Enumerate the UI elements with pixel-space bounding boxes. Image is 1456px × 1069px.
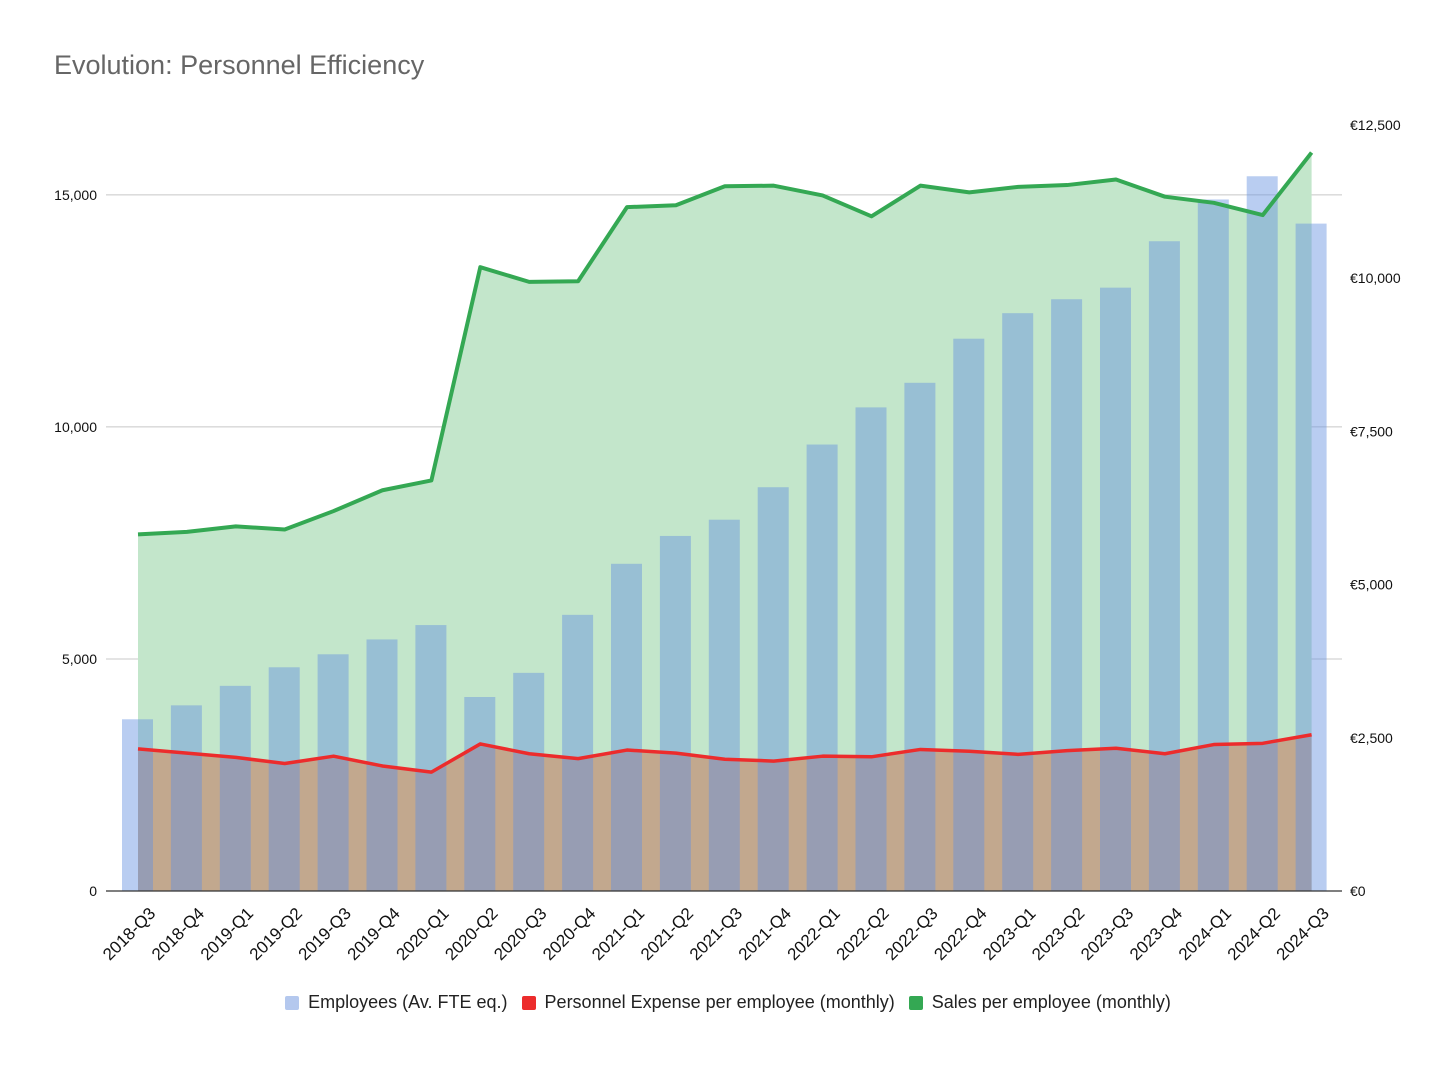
legend-label-expense: Personnel Expense per employee (monthly) xyxy=(544,992,895,1012)
x-tick-label: 2022-Q2 xyxy=(833,904,893,964)
bar-employees xyxy=(562,614,594,891)
bar-employees xyxy=(1002,313,1034,891)
y-right-tick-label: €0 xyxy=(1350,883,1366,899)
x-tick-label: 2023-Q1 xyxy=(979,904,1039,964)
x-tick-label: 2020-Q4 xyxy=(539,904,599,964)
x-tick-label: 2020-Q2 xyxy=(441,904,501,964)
bar-employees xyxy=(1246,176,1278,892)
bar-employees xyxy=(708,519,740,891)
x-tick-label: 2022-Q4 xyxy=(930,904,990,964)
line-expense xyxy=(137,733,1312,774)
y-right-tick-label: €5,000 xyxy=(1350,577,1393,593)
y-right-tick-label: €12,500 xyxy=(1350,117,1401,133)
y-right-tick-label: €7,500 xyxy=(1350,423,1393,439)
bar-employees xyxy=(170,705,202,891)
x-tick-label: 2018-Q4 xyxy=(148,904,208,964)
bar-employees xyxy=(268,667,300,891)
bar-employees xyxy=(806,444,838,891)
x-tick-label: 2021-Q1 xyxy=(588,904,648,964)
sales-area-fill xyxy=(138,152,1312,892)
x-tick-label: 2023-Q3 xyxy=(1077,904,1137,964)
bar-employees xyxy=(415,625,447,891)
bar-employees xyxy=(1100,287,1131,891)
bar-employees xyxy=(953,338,985,891)
bar-employees xyxy=(317,654,349,891)
x-tick-label: 2022-Q1 xyxy=(784,904,844,964)
x-tick-label: 2023-Q4 xyxy=(1126,904,1186,964)
bar-employees xyxy=(219,685,251,891)
legend-swatch-expense xyxy=(521,995,536,1010)
x-tick-label: 2024-Q2 xyxy=(1224,904,1284,964)
x-tick-label: 2019-Q3 xyxy=(295,904,355,964)
legend-swatch-employees xyxy=(285,995,300,1010)
legend-label-sales: Sales per employee (monthly) xyxy=(931,992,1171,1012)
line-sales xyxy=(137,151,1314,537)
bar-employees xyxy=(1295,223,1327,891)
x-tick-label: 2024-Q1 xyxy=(1175,904,1235,964)
x-tick-label: 2023-Q2 xyxy=(1028,904,1088,964)
series-lines xyxy=(137,151,1314,774)
legend-item-sales: Sales per employee (monthly) xyxy=(908,992,1171,1013)
legend: Employees (Av. FTE eq.) Personnel Expens… xyxy=(0,992,1456,1013)
x-tick-label: 2021-Q4 xyxy=(735,904,795,964)
legend-item-expense: Personnel Expense per employee (monthly) xyxy=(521,992,895,1013)
y-left-tick-label: 5,000 xyxy=(62,651,97,667)
bar-employees xyxy=(464,696,496,891)
bar-employees xyxy=(855,407,887,891)
y-left-tick-label: 0 xyxy=(89,883,97,899)
x-tick-label: 2021-Q2 xyxy=(637,904,697,964)
y-right-tick-label: €10,000 xyxy=(1350,270,1401,286)
employee-bars xyxy=(122,176,1327,892)
bar-employees xyxy=(1148,241,1180,891)
bar-employees xyxy=(659,535,691,891)
chart-title: Evolution: Personnel Efficiency xyxy=(54,50,425,80)
y-left-tick-label: 15,000 xyxy=(54,187,97,203)
legend-swatch-sales xyxy=(908,995,923,1010)
y-left-tick-label: 10,000 xyxy=(54,419,97,435)
x-tick-label: 2020-Q1 xyxy=(392,904,452,964)
legend-label-employees: Employees (Av. FTE eq.) xyxy=(308,992,508,1012)
x-tick-label: 2021-Q3 xyxy=(686,904,746,964)
bar-employees xyxy=(1051,299,1083,891)
bar-employees xyxy=(1197,199,1229,891)
x-tick-label: 2022-Q3 xyxy=(881,904,941,964)
bar-employees xyxy=(757,487,789,891)
x-tick-label: 2024-Q3 xyxy=(1273,904,1333,964)
bar-employees xyxy=(904,382,936,891)
bar-employees xyxy=(611,563,642,891)
bar-employees xyxy=(513,672,545,891)
y-right-tick-label: €2,500 xyxy=(1350,730,1393,746)
bar-employees xyxy=(122,719,153,891)
x-tick-label: 2019-Q1 xyxy=(197,904,257,964)
x-tick-label: 2020-Q3 xyxy=(490,904,550,964)
x-tick-label: 2018-Q3 xyxy=(99,904,159,964)
x-tick-label: 2019-Q4 xyxy=(344,904,404,964)
legend-item-employees: Employees (Av. FTE eq.) xyxy=(285,992,508,1013)
x-tick-label: 2019-Q2 xyxy=(246,904,306,964)
